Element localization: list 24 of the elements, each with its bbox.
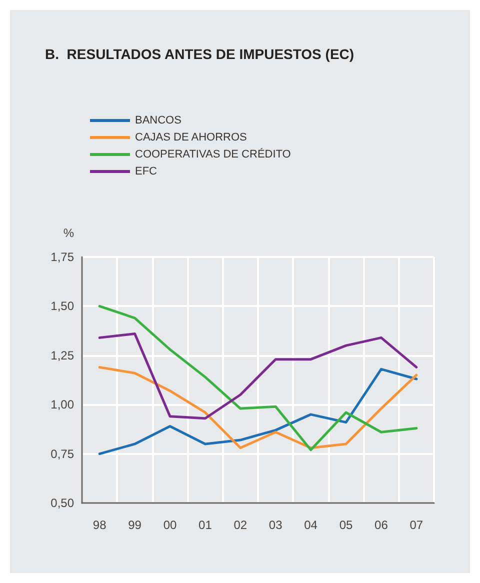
y-tick-label: 0,50 <box>50 496 74 510</box>
x-tick-label: 01 <box>198 518 212 532</box>
y-tick-label: 1,75 <box>50 250 74 264</box>
x-tick-label: 00 <box>163 518 177 532</box>
legend-label: EFC <box>135 166 158 178</box>
legend-label: CAJAS DE AHORROS <box>135 132 247 144</box>
y-tick-label: 0,75 <box>50 446 74 461</box>
x-tick-label: 05 <box>339 518 353 532</box>
x-tick-label: 04 <box>304 518 318 532</box>
legend-label: COOPERATIVAS DE CRÉDITO <box>135 148 292 160</box>
x-tick-label: 03 <box>268 518 283 532</box>
chart-title: B. RESULTADOS ANTES DE IMPUESTOS (EC) <box>45 46 354 62</box>
x-tick-label: 99 <box>128 518 142 532</box>
y-axis-title: % <box>63 226 74 240</box>
y-tick-label: 1,25 <box>50 348 74 362</box>
x-tick-label: 06 <box>374 518 388 532</box>
x-tick-label: 98 <box>92 518 107 532</box>
y-tick-label: 1,00 <box>50 398 74 412</box>
x-tick-label: 02 <box>234 518 248 532</box>
line-series <box>98 304 418 452</box>
y-tick-label: 1,50 <box>50 299 74 314</box>
x-tick-label: 07 <box>410 518 424 532</box>
legend-label: BANCOS <box>135 114 182 126</box>
line-series <box>98 332 418 420</box>
